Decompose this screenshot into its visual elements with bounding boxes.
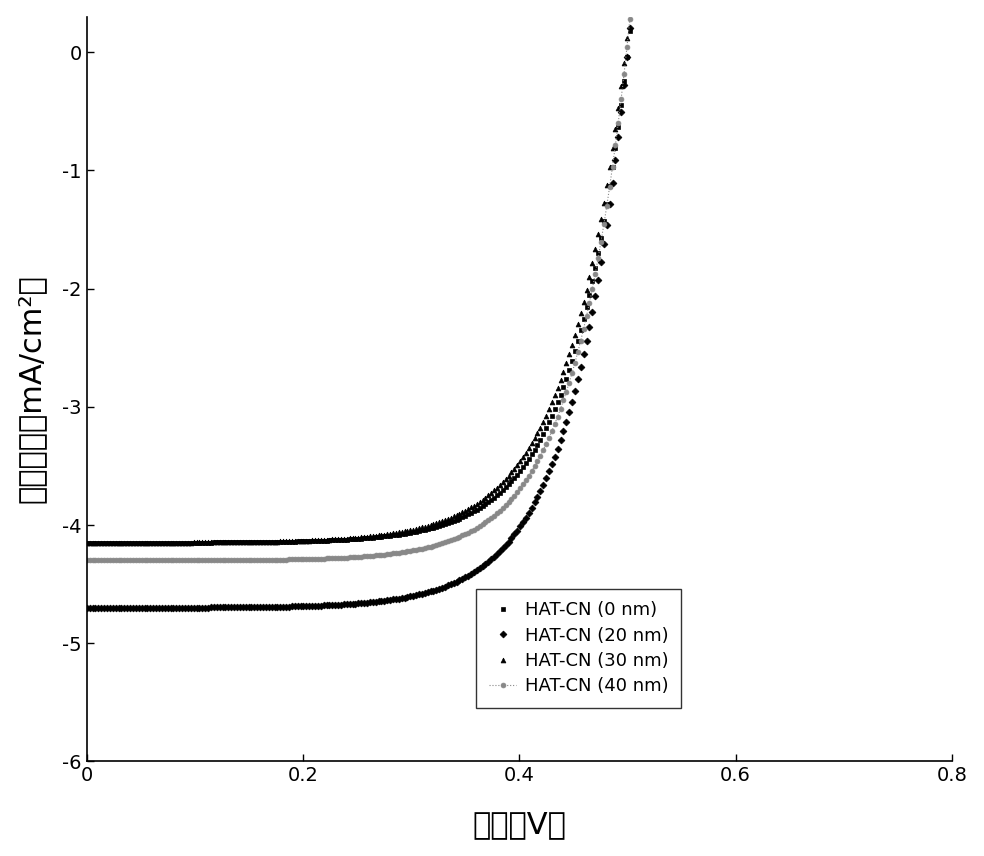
Line: HAT-CN (30 nm): HAT-CN (30 nm) [85, 36, 630, 545]
HAT-CN (40 nm) [81, 556, 92, 566]
X-axis label: 电压（V）: 电压（V） [472, 811, 567, 840]
HAT-CN (30 nm) [277, 536, 289, 546]
HAT-CN (0 nm) [509, 473, 521, 483]
HAT-CN (30 nm) [81, 538, 92, 548]
HAT-CN (20 nm) [188, 603, 200, 613]
Line: HAT-CN (0 nm): HAT-CN (0 nm) [85, 28, 633, 545]
HAT-CN (40 nm) [509, 490, 521, 501]
HAT-CN (0 nm) [439, 519, 451, 529]
HAT-CN (40 nm) [488, 510, 500, 520]
HAT-CN (40 nm) [188, 556, 200, 566]
HAT-CN (0 nm) [624, 26, 636, 36]
HAT-CN (0 nm) [188, 538, 200, 548]
Line: HAT-CN (20 nm): HAT-CN (20 nm) [85, 26, 633, 610]
HAT-CN (0 nm) [488, 492, 500, 502]
HAT-CN (30 nm) [604, 162, 616, 172]
HAT-CN (30 nm) [621, 33, 633, 44]
HAT-CN (20 nm) [81, 603, 92, 613]
HAT-CN (30 nm) [136, 538, 148, 548]
HAT-CN (20 nm) [167, 603, 179, 613]
HAT-CN (20 nm) [488, 551, 500, 562]
Line: HAT-CN (40 nm): HAT-CN (40 nm) [85, 17, 633, 563]
HAT-CN (0 nm) [81, 538, 92, 548]
HAT-CN (30 nm) [260, 537, 272, 547]
HAT-CN (0 nm) [167, 538, 179, 548]
HAT-CN (40 nm) [624, 14, 636, 24]
HAT-CN (0 nm) [286, 537, 298, 547]
HAT-CN (20 nm) [509, 529, 521, 539]
HAT-CN (20 nm) [286, 601, 298, 611]
HAT-CN (40 nm) [286, 555, 298, 565]
HAT-CN (30 nm) [246, 537, 258, 547]
HAT-CN (40 nm) [167, 556, 179, 566]
HAT-CN (20 nm) [624, 23, 636, 33]
HAT-CN (20 nm) [439, 581, 451, 591]
Legend: HAT-CN (0 nm), HAT-CN (20 nm), HAT-CN (30 nm), HAT-CN (40 nm): HAT-CN (0 nm), HAT-CN (20 nm), HAT-CN (3… [476, 589, 682, 708]
HAT-CN (40 nm) [439, 538, 451, 548]
Y-axis label: 电流密度（mA/cm²）: 电流密度（mA/cm²） [17, 275, 45, 503]
HAT-CN (30 nm) [84, 538, 95, 548]
